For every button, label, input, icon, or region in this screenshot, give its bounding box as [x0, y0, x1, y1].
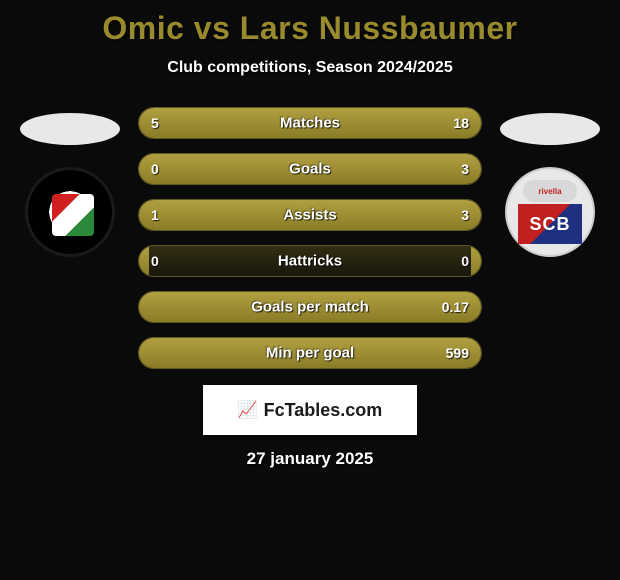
right-player-column: rivella SCB: [490, 107, 610, 257]
footer-brand-text: FcTables.com: [264, 400, 383, 421]
left-club-badge: [25, 167, 115, 257]
stat-value-right: 0.17: [442, 299, 469, 315]
stat-bar: 1 3 Assists: [138, 199, 482, 231]
stat-value-right: 599: [446, 345, 469, 361]
left-player-avatar: [20, 113, 120, 145]
stat-value-right: 18: [453, 115, 469, 131]
stat-label: Goals per match: [251, 299, 369, 316]
right-club-badge: rivella SCB: [505, 167, 595, 257]
left-player-column: [10, 107, 130, 257]
stat-bar: 5 18 Matches: [138, 107, 482, 139]
subtitle: Club competitions, Season 2024/2025: [167, 59, 452, 77]
stat-value-left: 5: [151, 115, 159, 131]
stat-value-left: 1: [151, 207, 159, 223]
footer-brand-badge: 📈 FcTables.com: [203, 385, 417, 435]
stat-value-right: 3: [461, 161, 469, 177]
page-title: Omic vs Lars Nussbaumer: [102, 10, 517, 47]
comparison-row: 5 18 Matches 0 3 Goals 1 3 Assists 0 0 Hattricks 0.1…: [0, 107, 620, 369]
bar-fill-right: [225, 200, 482, 230]
stat-bar: 0 0 Hattricks: [138, 245, 482, 277]
stat-value-left: 0: [151, 161, 159, 177]
scb-text: SCB: [518, 204, 582, 244]
chart-icon: 📈: [238, 400, 258, 420]
bar-fill-right: [214, 108, 481, 138]
stat-value-right: 3: [461, 207, 469, 223]
bar-fill-left: [139, 246, 149, 276]
scb-sponsor-text: rivella: [523, 180, 577, 202]
stat-label: Matches: [280, 115, 340, 132]
stat-label: Goals: [289, 161, 331, 178]
stat-bar: 599 Min per goal: [138, 337, 482, 369]
stat-value-left: 0: [151, 253, 159, 269]
stat-label: Assists: [283, 207, 336, 224]
stat-label: Hattricks: [278, 253, 342, 270]
bar-fill-left: [139, 154, 149, 184]
date-text: 27 january 2025: [247, 449, 374, 469]
bar-fill-left: [139, 338, 149, 368]
stat-value-right: 0: [461, 253, 469, 269]
stat-bar: 0 3 Goals: [138, 153, 482, 185]
stats-bars: 5 18 Matches 0 3 Goals 1 3 Assists 0 0 Hattricks 0.1…: [138, 107, 482, 369]
stat-bar: 0.17 Goals per match: [138, 291, 482, 323]
stat-label: Min per goal: [266, 345, 354, 362]
right-player-avatar: [500, 113, 600, 145]
bar-fill-left: [139, 292, 149, 322]
